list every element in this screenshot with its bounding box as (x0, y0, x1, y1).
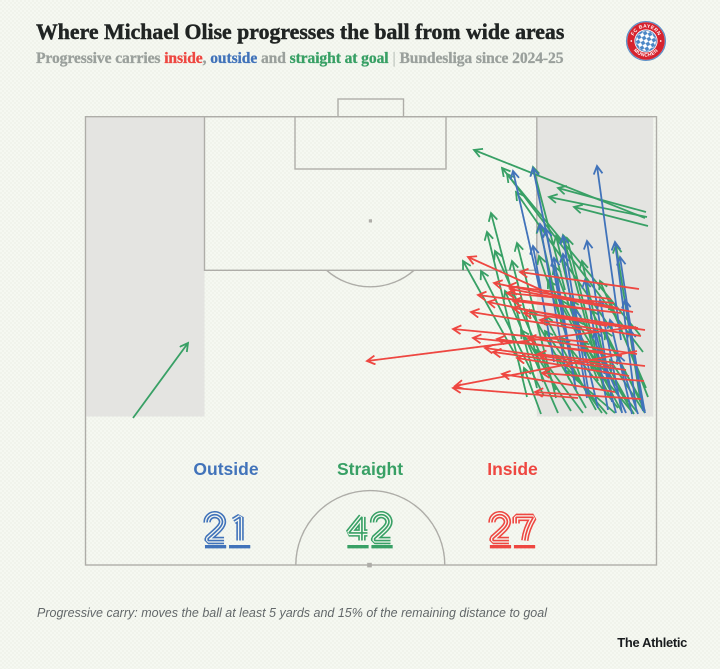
svg-text:Inside: Inside (487, 459, 538, 479)
svg-text:Outside: Outside (193, 459, 258, 479)
svg-text:Straight: Straight (337, 459, 403, 479)
